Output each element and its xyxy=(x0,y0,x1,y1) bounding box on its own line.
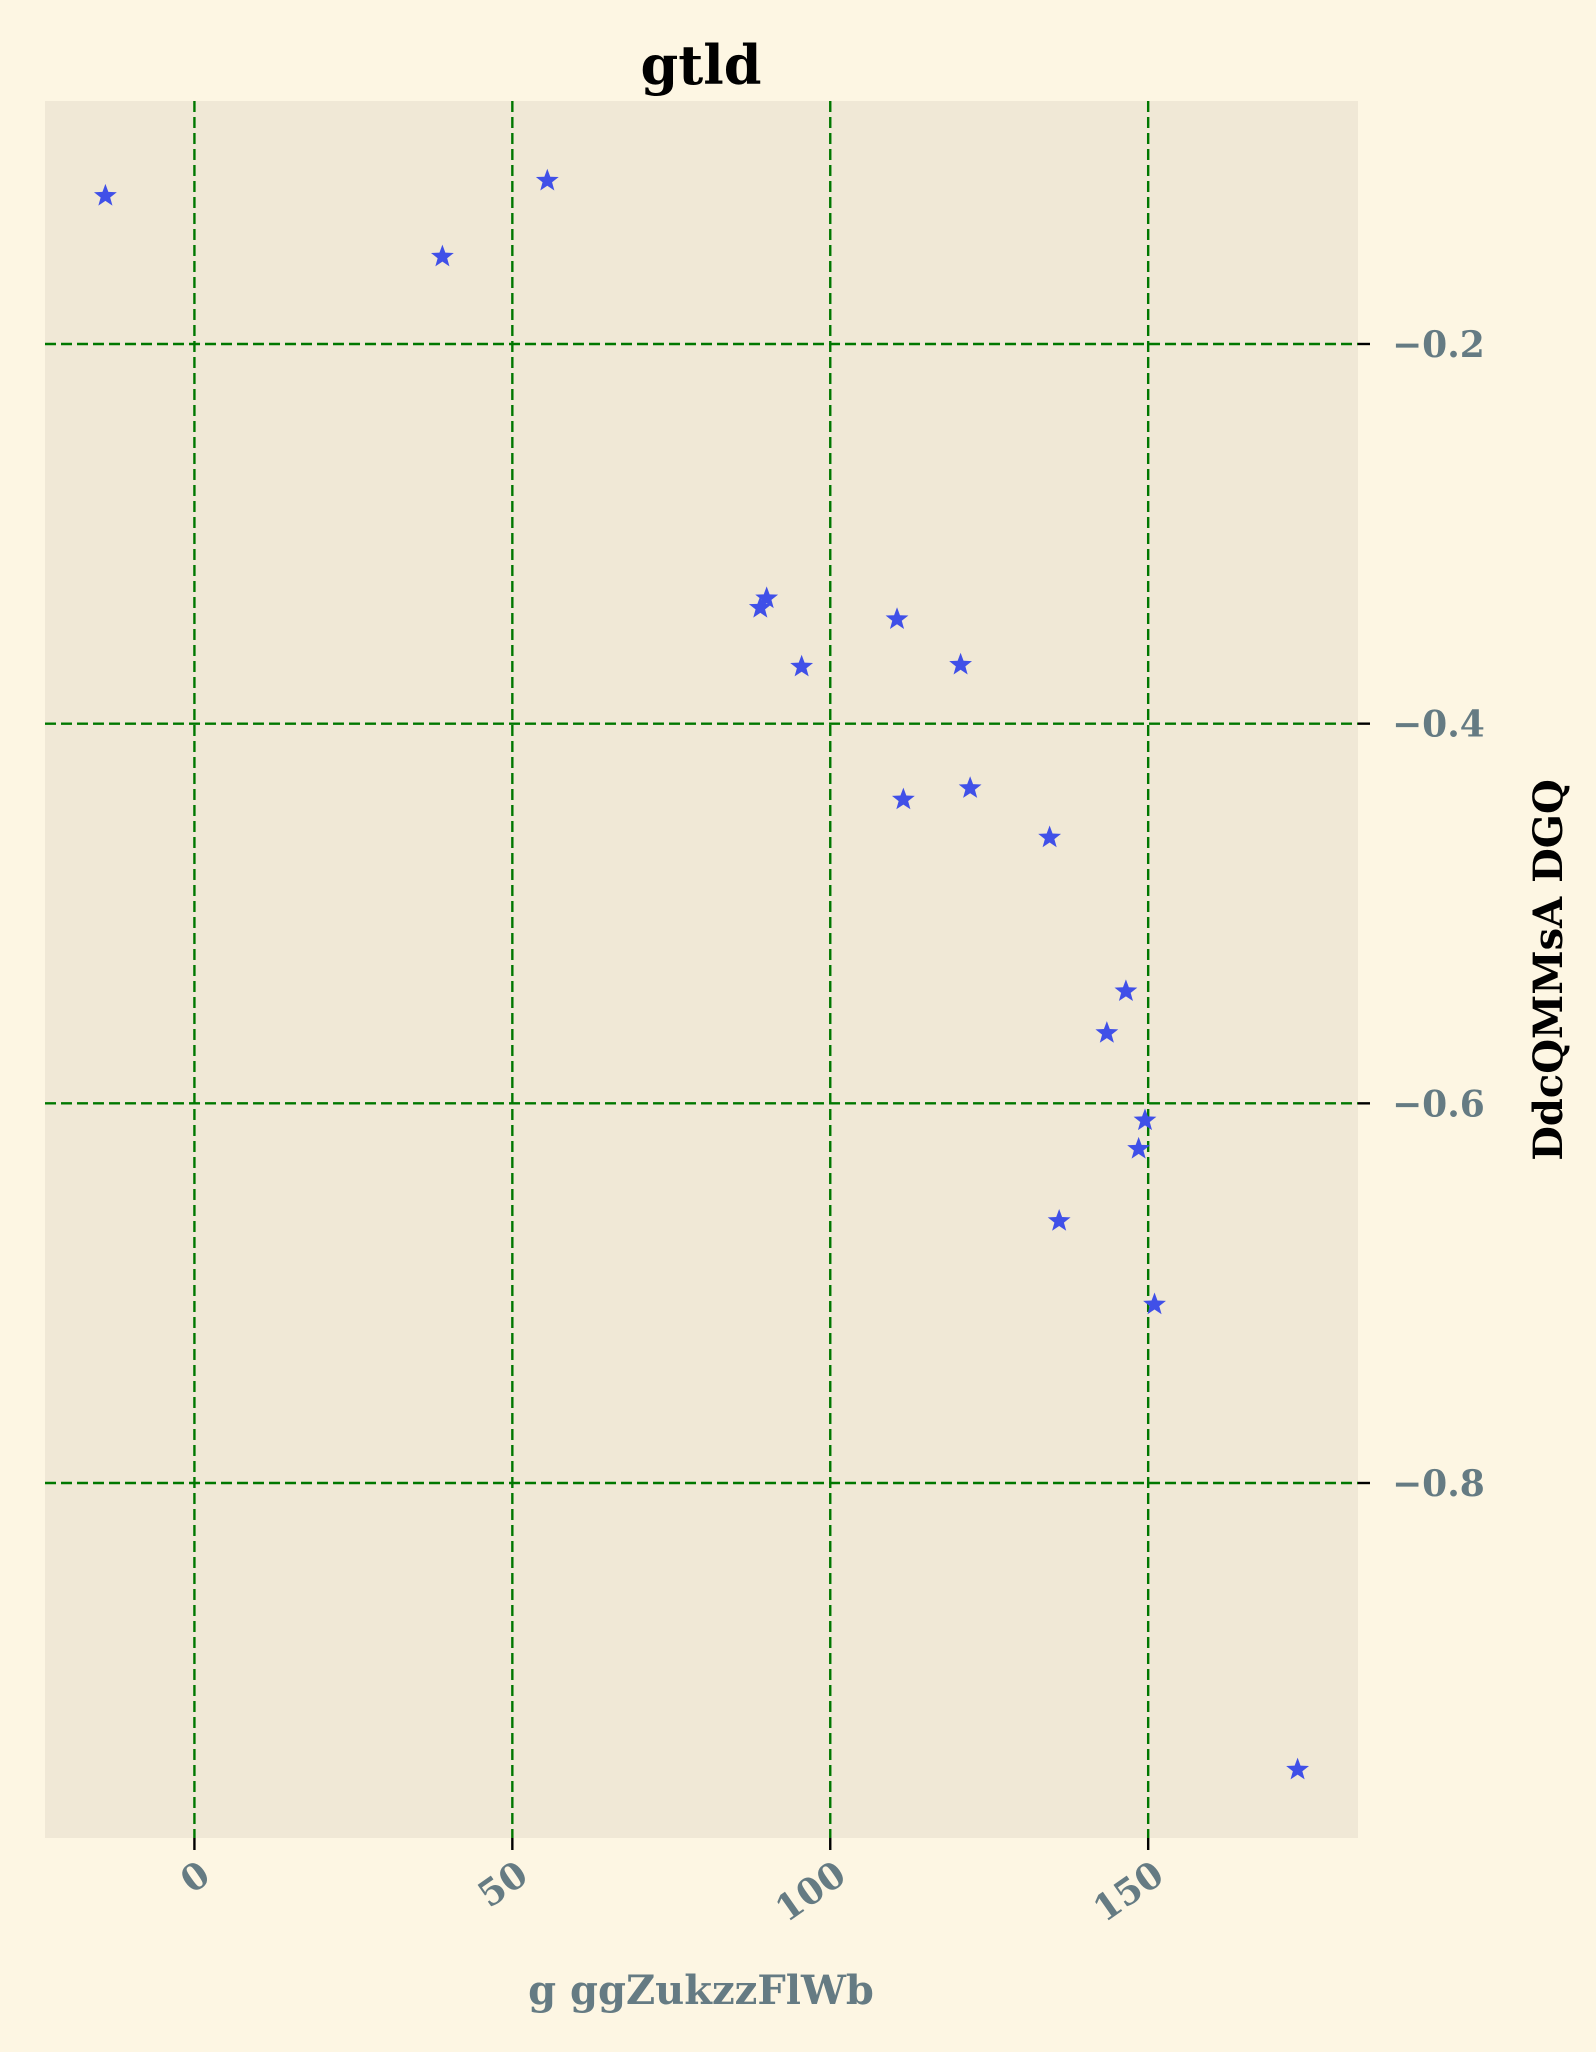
scatter-point xyxy=(790,654,814,677)
scatter-point xyxy=(1286,1757,1310,1780)
x-axis-label: g ggZukzzFlWb xyxy=(528,1967,874,2014)
data-points xyxy=(93,168,1310,1780)
scatter-point xyxy=(949,652,973,675)
y-tick-label: −0.8 xyxy=(1392,1463,1485,1505)
chart-title: gtld xyxy=(641,33,762,97)
y-tick-label: −0.2 xyxy=(1392,324,1485,366)
y-tick-label: −0.4 xyxy=(1392,704,1485,746)
scatter-point xyxy=(1127,1136,1151,1159)
scatter-point xyxy=(958,776,982,798)
grid-lines xyxy=(45,101,1358,1838)
scatter-point xyxy=(1047,1209,1071,1231)
scatter-point xyxy=(1143,1292,1166,1315)
plot-area xyxy=(45,101,1358,1838)
scatter-point xyxy=(1114,979,1138,1002)
scatter-point xyxy=(885,607,909,629)
scatter-point xyxy=(891,787,915,810)
scatter-point xyxy=(430,244,454,267)
scatter-point xyxy=(1095,1021,1119,1043)
scatter-point xyxy=(93,183,117,206)
scatter-point xyxy=(1038,825,1062,848)
scatter-point xyxy=(755,586,779,609)
y-tick-label: −0.6 xyxy=(1392,1083,1485,1125)
scatter-point xyxy=(535,168,559,191)
y-axis-label: DdcQMMsA DGQ xyxy=(1525,779,1572,1161)
scatter-point xyxy=(1133,1108,1157,1131)
